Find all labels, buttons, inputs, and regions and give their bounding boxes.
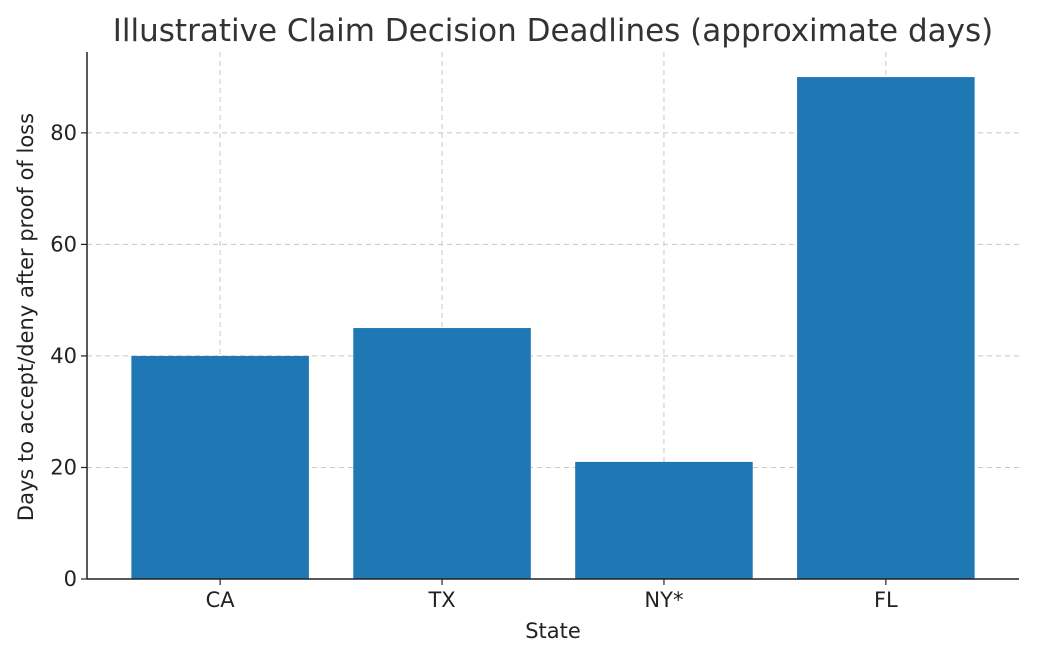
y-axis-label: Days to accept/deny after proof of loss xyxy=(14,113,38,521)
chart-title: Illustrative Claim Decision Deadlines (a… xyxy=(113,13,993,49)
y-tick-label: 20 xyxy=(50,455,77,479)
bar-ca xyxy=(131,355,309,579)
y-tick-label: 60 xyxy=(50,232,77,256)
x-tick-label: NY* xyxy=(644,588,683,612)
y-tick-label: 40 xyxy=(50,344,77,368)
bar-tx xyxy=(353,328,531,579)
x-tick-label: FL xyxy=(874,588,898,612)
bar-fl xyxy=(797,77,975,579)
x-tick-label: CA xyxy=(206,588,236,612)
axes xyxy=(81,52,1019,585)
y-tick-label: 80 xyxy=(50,121,77,145)
tick-labels: 0 20 40 60 80 CA TX NY* FL xyxy=(50,121,898,612)
bar-ny xyxy=(575,461,753,579)
x-axis-label: State xyxy=(525,619,581,643)
y-tick-label: 0 xyxy=(64,567,77,591)
bars xyxy=(131,77,975,579)
x-tick-label: TX xyxy=(427,588,455,612)
